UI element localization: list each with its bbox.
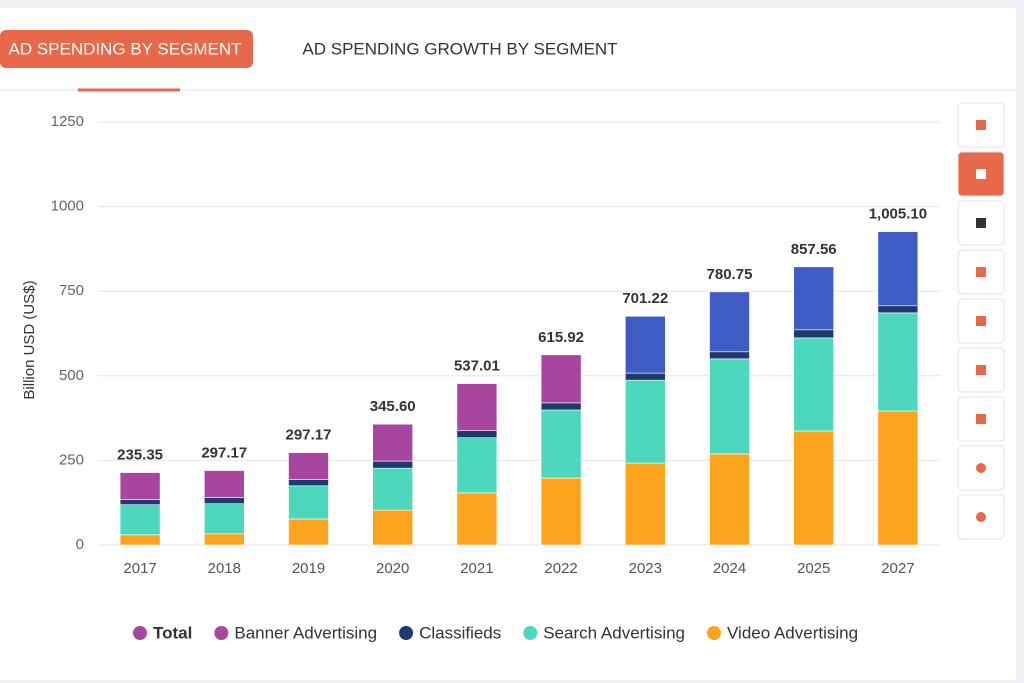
legend-dot [133,626,147,640]
y-tick-label: 500 [59,367,84,384]
toolbar-icon [976,463,986,473]
bar-segment [119,534,161,546]
x-tick-label: 2024 [713,560,746,577]
bar-segment [372,467,414,511]
bar-segment [119,504,161,536]
total-label: 1,005.10 [869,206,927,223]
legend-dot [214,626,229,640]
bar-segment [877,231,919,307]
x-tick-label: 2022 [544,560,577,577]
legend-label: Video Advertising [727,623,858,642]
toolbar-icon [976,512,986,522]
bar-segment [793,266,835,331]
legend-label: Total [153,623,192,642]
bar-segment [288,452,329,480]
bar-segment [709,453,750,546]
total-label: 780.75 [707,266,753,283]
bar-segment [119,499,161,506]
legend-dot [399,626,414,640]
x-tick-label: 2027 [881,560,914,577]
bar-segment [540,409,582,479]
total-label: 345.60 [370,398,416,415]
total-label: 537.01 [454,358,500,375]
x-tick-label: 2018 [208,560,241,577]
bar-segment [372,509,414,546]
toolbar-icon [976,169,986,179]
x-tick-label: 2020 [376,560,409,577]
bar-segment [793,329,835,339]
active-tab[interactable] [0,30,253,68]
toolbar-icon [976,267,986,277]
y-tick-label: 750 [59,282,84,299]
bar-segment [540,402,582,411]
bar-segment [372,460,414,469]
toolbar [957,102,1005,540]
legend-label: Classifieds [419,623,501,642]
bar-segment [288,518,329,546]
card [0,8,1016,680]
bar-segment [204,533,245,546]
x-tick-label: 2025 [797,560,830,577]
bar-segment [456,430,498,439]
tab-label[interactable]: AD SPENDING BY SEGMENT [8,39,241,58]
toolbar-icon [976,414,986,424]
total-label: 235.35 [117,447,163,464]
bar-segment [624,372,666,381]
x-tick-label: 2023 [629,560,662,577]
legend-label: Search Advertising [543,623,685,642]
y-tick-label: 0 [76,536,84,553]
bar-segment [456,383,498,431]
x-tick-label: 2019 [292,560,325,577]
toolbar-icon [976,120,986,130]
bar-segment [793,337,835,432]
tab-label[interactable]: AD SPENDING GROWTH BY SEGMENT [302,39,617,58]
bar-segment [288,485,329,520]
bar-segment [793,430,835,546]
bar-segment [540,477,582,546]
total-label: 297.17 [201,445,247,462]
bar-segment [288,479,329,487]
bar-segment [709,358,750,455]
y-tick-label: 1000 [51,198,84,215]
bar-segment [709,351,750,360]
toolbar-icon [976,365,986,375]
bar-segment [624,315,666,374]
bar-segment [877,305,919,314]
bar-segment [877,410,919,546]
bar-segment [709,291,750,353]
x-tick-label: 2021 [460,560,493,577]
x-tick-label: 2017 [123,560,156,577]
bar-segment [624,462,666,546]
bar-segment [877,312,919,412]
total-label: 615.92 [538,329,584,346]
legend-dot [707,626,722,640]
bar-segment [204,497,245,505]
legend-dot [523,626,538,640]
bar-segment [119,472,161,500]
total-label: 297.17 [286,427,332,444]
y-axis-label: Billion USD (US$) [21,280,38,399]
y-tick-label: 1250 [51,113,84,130]
bar-segment [540,354,582,404]
bar-segment [372,423,414,462]
y-tick-label: 250 [59,451,84,468]
total-label: 701.22 [622,290,668,307]
bar-segment [456,492,498,546]
bar-segment [204,470,245,498]
toolbar-icon [976,218,986,228]
toolbar-icon [976,316,986,326]
total-label: 857.56 [791,241,837,258]
bar-segment [456,437,498,494]
bar-segment [624,379,666,464]
legend-label: Banner Advertising [234,623,377,642]
bar-segment [204,503,245,535]
